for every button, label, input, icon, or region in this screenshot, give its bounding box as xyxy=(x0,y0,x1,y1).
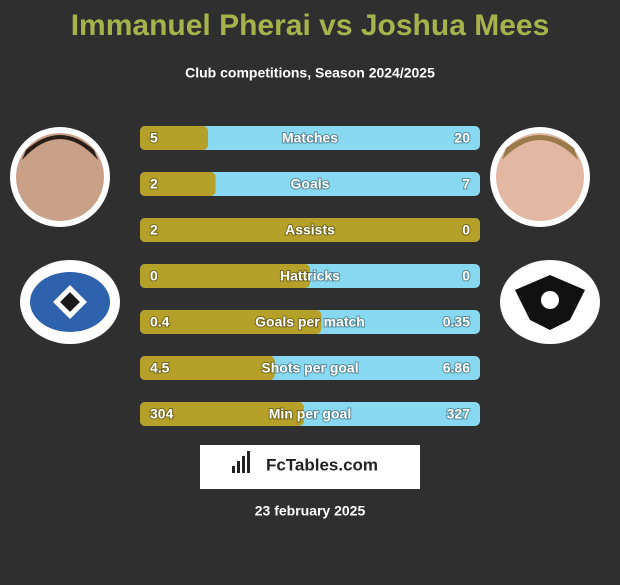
bar-left xyxy=(140,218,480,242)
stat-label: Goals per match xyxy=(255,314,365,330)
brand: FcTables.com xyxy=(266,455,378,474)
stat-label: Min per goal xyxy=(269,406,351,422)
bar-right xyxy=(140,172,480,196)
right-value: 0 xyxy=(462,268,470,284)
right-value: 7 xyxy=(462,176,470,192)
right-value: 0.35 xyxy=(443,314,470,330)
title: Immanuel Pherai vs Joshua Mees xyxy=(71,9,550,42)
bar-right xyxy=(140,126,480,150)
right-value: 0 xyxy=(462,222,470,238)
bar-left xyxy=(140,402,304,426)
bar-left xyxy=(140,264,310,288)
date: 23 february 2025 xyxy=(255,503,366,519)
left-value: 5 xyxy=(150,130,158,146)
left-value: 2 xyxy=(150,222,158,238)
right-value: 20 xyxy=(454,130,470,146)
stat-label: Hattricks xyxy=(280,268,340,284)
player-right-photo xyxy=(490,127,590,227)
bar-left xyxy=(140,310,322,334)
club-left-logo xyxy=(20,260,120,344)
stat-label: Goals xyxy=(291,176,330,192)
left-value: 0.4 xyxy=(150,314,170,330)
left-value: 304 xyxy=(150,406,174,422)
brand-box xyxy=(200,445,420,489)
bar-left xyxy=(140,356,275,380)
right-value: 327 xyxy=(447,406,471,422)
brand-icon xyxy=(232,451,250,473)
left-value: 2 xyxy=(150,176,158,192)
right-value: 6.86 xyxy=(443,360,470,376)
subtitle: Club competitions, Season 2024/2025 xyxy=(185,65,435,81)
stat-label: Matches xyxy=(282,130,338,146)
left-value: 4.5 xyxy=(150,360,170,376)
bar-left xyxy=(140,172,216,196)
stat-label: Shots per goal xyxy=(261,360,358,376)
left-value: 0 xyxy=(150,268,158,284)
stat-label: Assists xyxy=(285,222,335,238)
club-right-logo xyxy=(500,260,600,344)
bar-left xyxy=(140,126,208,150)
player-left-photo xyxy=(10,127,110,227)
